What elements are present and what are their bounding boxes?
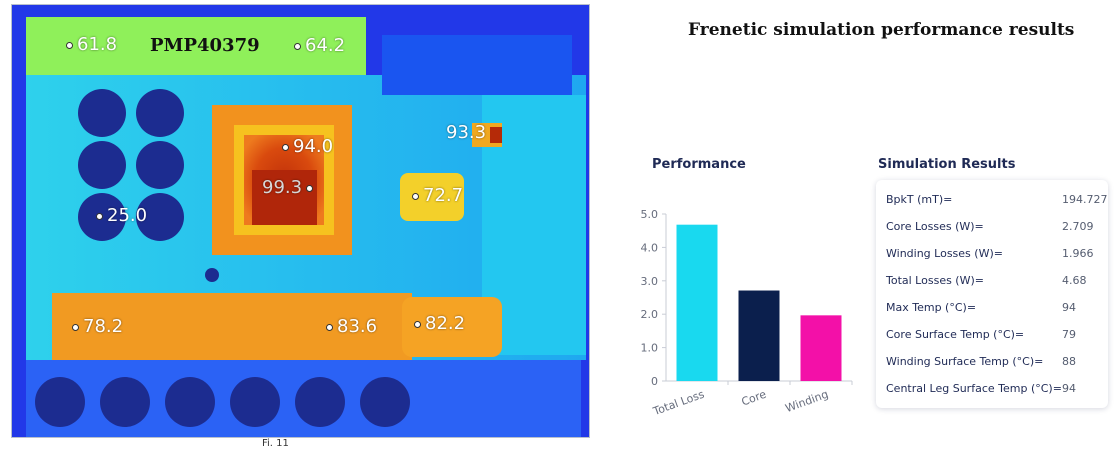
result-label: Max Temp (°C)= xyxy=(886,301,977,314)
probe-marker-icon xyxy=(326,323,333,331)
probe-marker-icon xyxy=(72,323,79,331)
probe-marker-icon xyxy=(414,320,421,328)
probe-value: 94.0 xyxy=(293,136,334,157)
temp-probe-5: 93.3 xyxy=(446,124,486,142)
probe-value: 99.3 xyxy=(262,177,303,198)
x-tick-label: Total Loss xyxy=(651,388,707,419)
temp-probe-6: 72.7 xyxy=(412,187,463,205)
page-title: Frenetic simulation performance results xyxy=(688,20,1075,40)
y-tick-label: 5.0 xyxy=(641,208,659,221)
y-tick-label: 3.0 xyxy=(641,275,659,288)
y-tick-label: 4.0 xyxy=(641,241,659,254)
bar-winding xyxy=(800,315,842,381)
probe-value: 78.2 xyxy=(83,316,124,337)
probe-value: 64.2 xyxy=(305,35,346,56)
thermal-image xyxy=(11,4,590,438)
results-row: Winding Losses (W)= 1.966 xyxy=(886,240,1100,267)
probe-marker-icon xyxy=(412,192,419,200)
result-value: 94 xyxy=(1062,301,1076,314)
results-title: Simulation Results xyxy=(878,157,1016,172)
result-value: 88 xyxy=(1062,355,1076,368)
performance-bar-chart: 0 1.0 2.0 3.0 4.0 5.0 Total Loss Core Winding xyxy=(641,208,853,419)
result-label: Winding Surface Temp (°C)= xyxy=(886,355,1044,368)
result-label: Winding Losses (W)= xyxy=(886,247,1003,260)
probe-marker-icon xyxy=(96,212,103,220)
bar-total-loss xyxy=(676,224,718,381)
temp-probe-8: 78.2 xyxy=(72,318,123,336)
temp-probe-10: 82.2 xyxy=(414,315,465,333)
result-label: Total Losses (W)= xyxy=(886,274,984,287)
y-tick-label: 0 xyxy=(651,375,658,388)
performance-title: Performance xyxy=(652,157,746,172)
probe-marker-icon xyxy=(66,41,73,49)
result-value: 79 xyxy=(1062,328,1076,341)
results-row: Central Leg Surface Temp (°C)= 94 xyxy=(886,375,1100,402)
result-value: 94 xyxy=(1062,382,1076,395)
results-row: BpkT (mT)= 194.727 xyxy=(886,186,1108,213)
x-tick-label: Winding xyxy=(784,388,830,415)
results-row: Max Temp (°C)= 94 xyxy=(886,294,1100,321)
probe-value: 82.2 xyxy=(425,313,466,334)
temp-probe-2: 64.2 xyxy=(294,37,345,55)
result-value: 194.727 xyxy=(1062,193,1108,206)
results-row: Core Losses (W)= 2.709 xyxy=(886,213,1100,240)
y-tick-label: 2.0 xyxy=(641,308,659,321)
results-card: BpkT (mT)= 194.727 Core Losses (W)= 2.709 Wi… xyxy=(876,180,1108,408)
temp-probe-4: 99.3 xyxy=(262,177,314,198)
result-value: 2.709 xyxy=(1062,220,1094,233)
probe-marker-icon xyxy=(294,42,301,50)
results-row: Total Losses (W)= 4.68 xyxy=(886,267,1100,294)
x-tick-label: Core xyxy=(740,388,769,409)
probe-value: 25.0 xyxy=(107,205,148,226)
temp-probe-3: 94.0 xyxy=(282,138,333,156)
board-id: PMP40379 xyxy=(150,35,260,56)
figure-caption: Fi. 11 xyxy=(262,438,289,449)
results-row: Core Surface Temp (°C)= 79 xyxy=(886,321,1100,348)
result-value: 1.966 xyxy=(1062,247,1094,260)
probe-value: 72.7 xyxy=(423,185,464,206)
result-label: Core Losses (W)= xyxy=(886,220,984,233)
result-value: 4.68 xyxy=(1062,274,1087,287)
bar-core xyxy=(738,290,780,381)
temp-probe-7: 25.0 xyxy=(96,207,147,225)
probe-marker-icon xyxy=(282,143,289,151)
result-label: Core Surface Temp (°C)= xyxy=(886,328,1025,341)
thermal-map xyxy=(12,5,589,437)
y-tick-label: 1.0 xyxy=(641,342,659,355)
probe-value: 93.3 xyxy=(446,122,487,143)
temp-probe-1: 61.8 xyxy=(66,36,117,54)
probe-value: 61.8 xyxy=(77,34,118,55)
results-row: Winding Surface Temp (°C)= 88 xyxy=(886,348,1100,375)
probe-value: 83.6 xyxy=(337,316,378,337)
result-label: BpkT (mT)= xyxy=(886,193,953,206)
temp-probe-9: 83.6 xyxy=(326,318,377,336)
probe-marker-icon xyxy=(306,184,314,192)
result-label: Central Leg Surface Temp (°C)= xyxy=(886,382,1062,395)
